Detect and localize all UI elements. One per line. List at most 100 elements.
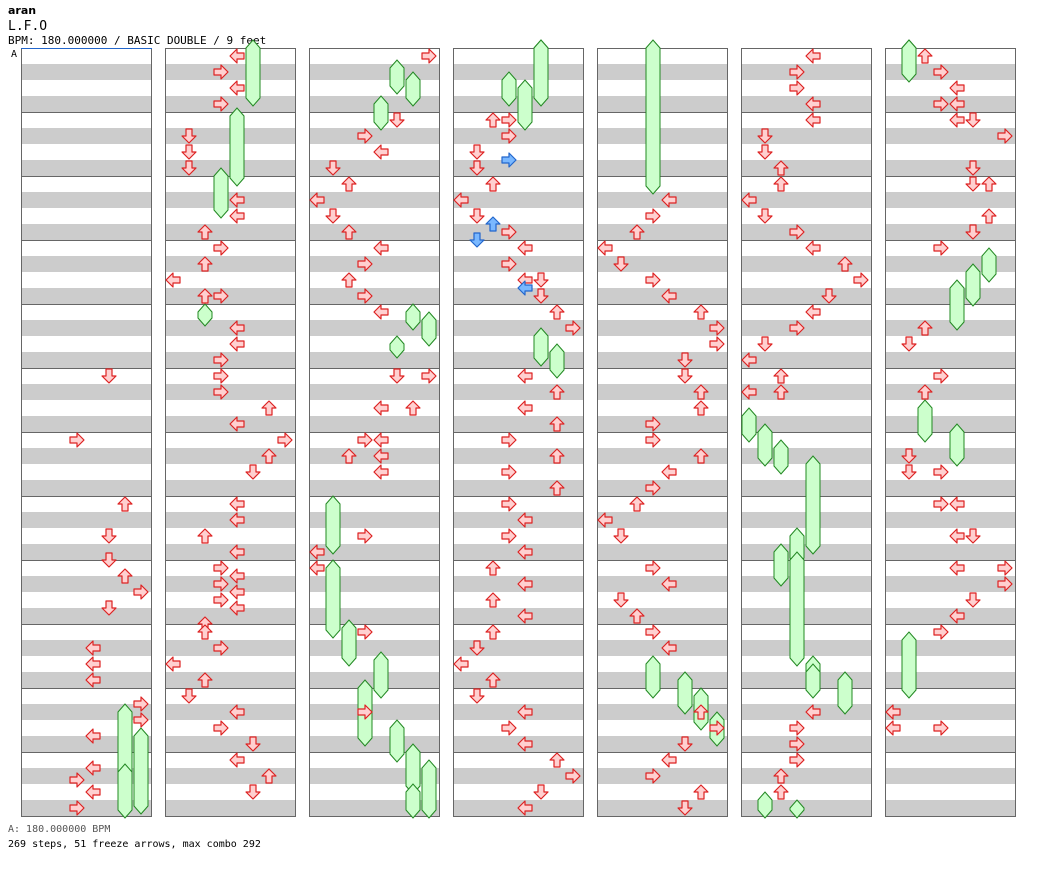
band-gray: [885, 800, 1016, 816]
left-arrow-icon: [805, 48, 821, 64]
left-arrow-icon: [741, 192, 757, 208]
band-gray: [165, 96, 296, 112]
column-frame: [885, 48, 1016, 817]
up-arrow-icon: [773, 176, 789, 192]
up-arrow-icon: [693, 304, 709, 320]
freeze-arrow: [373, 651, 389, 699]
left-arrow-icon: [229, 568, 245, 584]
left-arrow-icon: [229, 416, 245, 432]
freeze-arrow: [533, 327, 549, 367]
band-gray: [741, 416, 872, 432]
down-arrow-icon: [613, 256, 629, 272]
right-arrow-icon: [69, 432, 85, 448]
freeze-arrow: [389, 59, 405, 95]
down-arrow-icon: [181, 128, 197, 144]
down-arrow-icon: [389, 368, 405, 384]
right-arrow-icon: [133, 696, 149, 712]
up-arrow-icon: [117, 496, 133, 512]
band-gray: [453, 192, 584, 208]
left-arrow-icon: [517, 280, 533, 296]
up-arrow-icon: [197, 224, 213, 240]
freeze-arrow: [421, 311, 437, 347]
right-arrow-icon: [501, 464, 517, 480]
left-arrow-icon: [229, 512, 245, 528]
up-arrow-icon: [197, 624, 213, 640]
right-arrow-icon: [645, 416, 661, 432]
right-arrow-icon: [933, 240, 949, 256]
right-arrow-icon: [501, 496, 517, 512]
right-arrow-icon: [709, 336, 725, 352]
right-arrow-icon: [213, 352, 229, 368]
band-gray: [21, 288, 152, 304]
left-arrow-icon: [949, 528, 965, 544]
down-arrow-icon: [677, 352, 693, 368]
right-arrow-icon: [565, 320, 581, 336]
left-arrow-icon: [517, 576, 533, 592]
band-gray: [165, 768, 296, 784]
band-gray: [741, 256, 872, 272]
right-arrow-icon: [357, 624, 373, 640]
band-gray: [741, 800, 872, 816]
left-arrow-icon: [229, 584, 245, 600]
band-gray: [741, 192, 872, 208]
band-gray: [741, 320, 872, 336]
freeze-arrow: [949, 279, 965, 331]
freeze-arrow: [549, 343, 565, 379]
right-arrow-icon: [997, 560, 1013, 576]
right-arrow-icon: [501, 720, 517, 736]
up-arrow-icon: [549, 448, 565, 464]
band-gray: [21, 448, 152, 464]
up-arrow-icon: [549, 480, 565, 496]
left-arrow-icon: [453, 192, 469, 208]
band-gray: [21, 352, 152, 368]
freeze-arrow: [805, 455, 821, 555]
band-gray: [885, 544, 1016, 560]
right-arrow-icon: [789, 64, 805, 80]
band-gray: [165, 608, 296, 624]
down-arrow-icon: [101, 552, 117, 568]
band-gray: [741, 64, 872, 80]
band-gray: [165, 256, 296, 272]
band-gray: [165, 224, 296, 240]
right-arrow-icon: [933, 64, 949, 80]
band-gray: [453, 448, 584, 464]
band-gray: [741, 384, 872, 400]
band-gray: [453, 640, 584, 656]
band-gray: [597, 224, 728, 240]
band-gray: [21, 576, 152, 592]
band-gray: [885, 384, 1016, 400]
up-arrow-icon: [549, 416, 565, 432]
down-arrow-icon: [965, 176, 981, 192]
freeze-arrow: [341, 619, 357, 667]
down-arrow-icon: [613, 528, 629, 544]
up-arrow-icon: [629, 496, 645, 512]
down-arrow-icon: [101, 368, 117, 384]
left-arrow-icon: [661, 576, 677, 592]
down-arrow-icon: [325, 160, 341, 176]
right-arrow-icon: [357, 128, 373, 144]
freeze-arrow: [645, 39, 661, 195]
band-gray: [597, 160, 728, 176]
band-gray: [165, 64, 296, 80]
up-arrow-icon: [197, 288, 213, 304]
right-arrow-icon: [501, 128, 517, 144]
right-arrow-icon: [645, 432, 661, 448]
left-arrow-icon: [373, 144, 389, 160]
up-arrow-icon: [629, 608, 645, 624]
freeze-arrow: [901, 631, 917, 699]
down-arrow-icon: [469, 208, 485, 224]
band-gray: [885, 736, 1016, 752]
band-gray: [21, 320, 152, 336]
right-arrow-icon: [421, 48, 437, 64]
band-gray: [453, 64, 584, 80]
band-gray: [453, 224, 584, 240]
down-arrow-icon: [901, 448, 917, 464]
up-arrow-icon: [341, 272, 357, 288]
freeze-arrow: [245, 39, 261, 107]
band-gray: [21, 512, 152, 528]
song-author: aran: [8, 4, 37, 17]
up-arrow-icon: [405, 400, 421, 416]
left-arrow-icon: [229, 80, 245, 96]
band-gray: [21, 96, 152, 112]
down-arrow-icon: [245, 464, 261, 480]
